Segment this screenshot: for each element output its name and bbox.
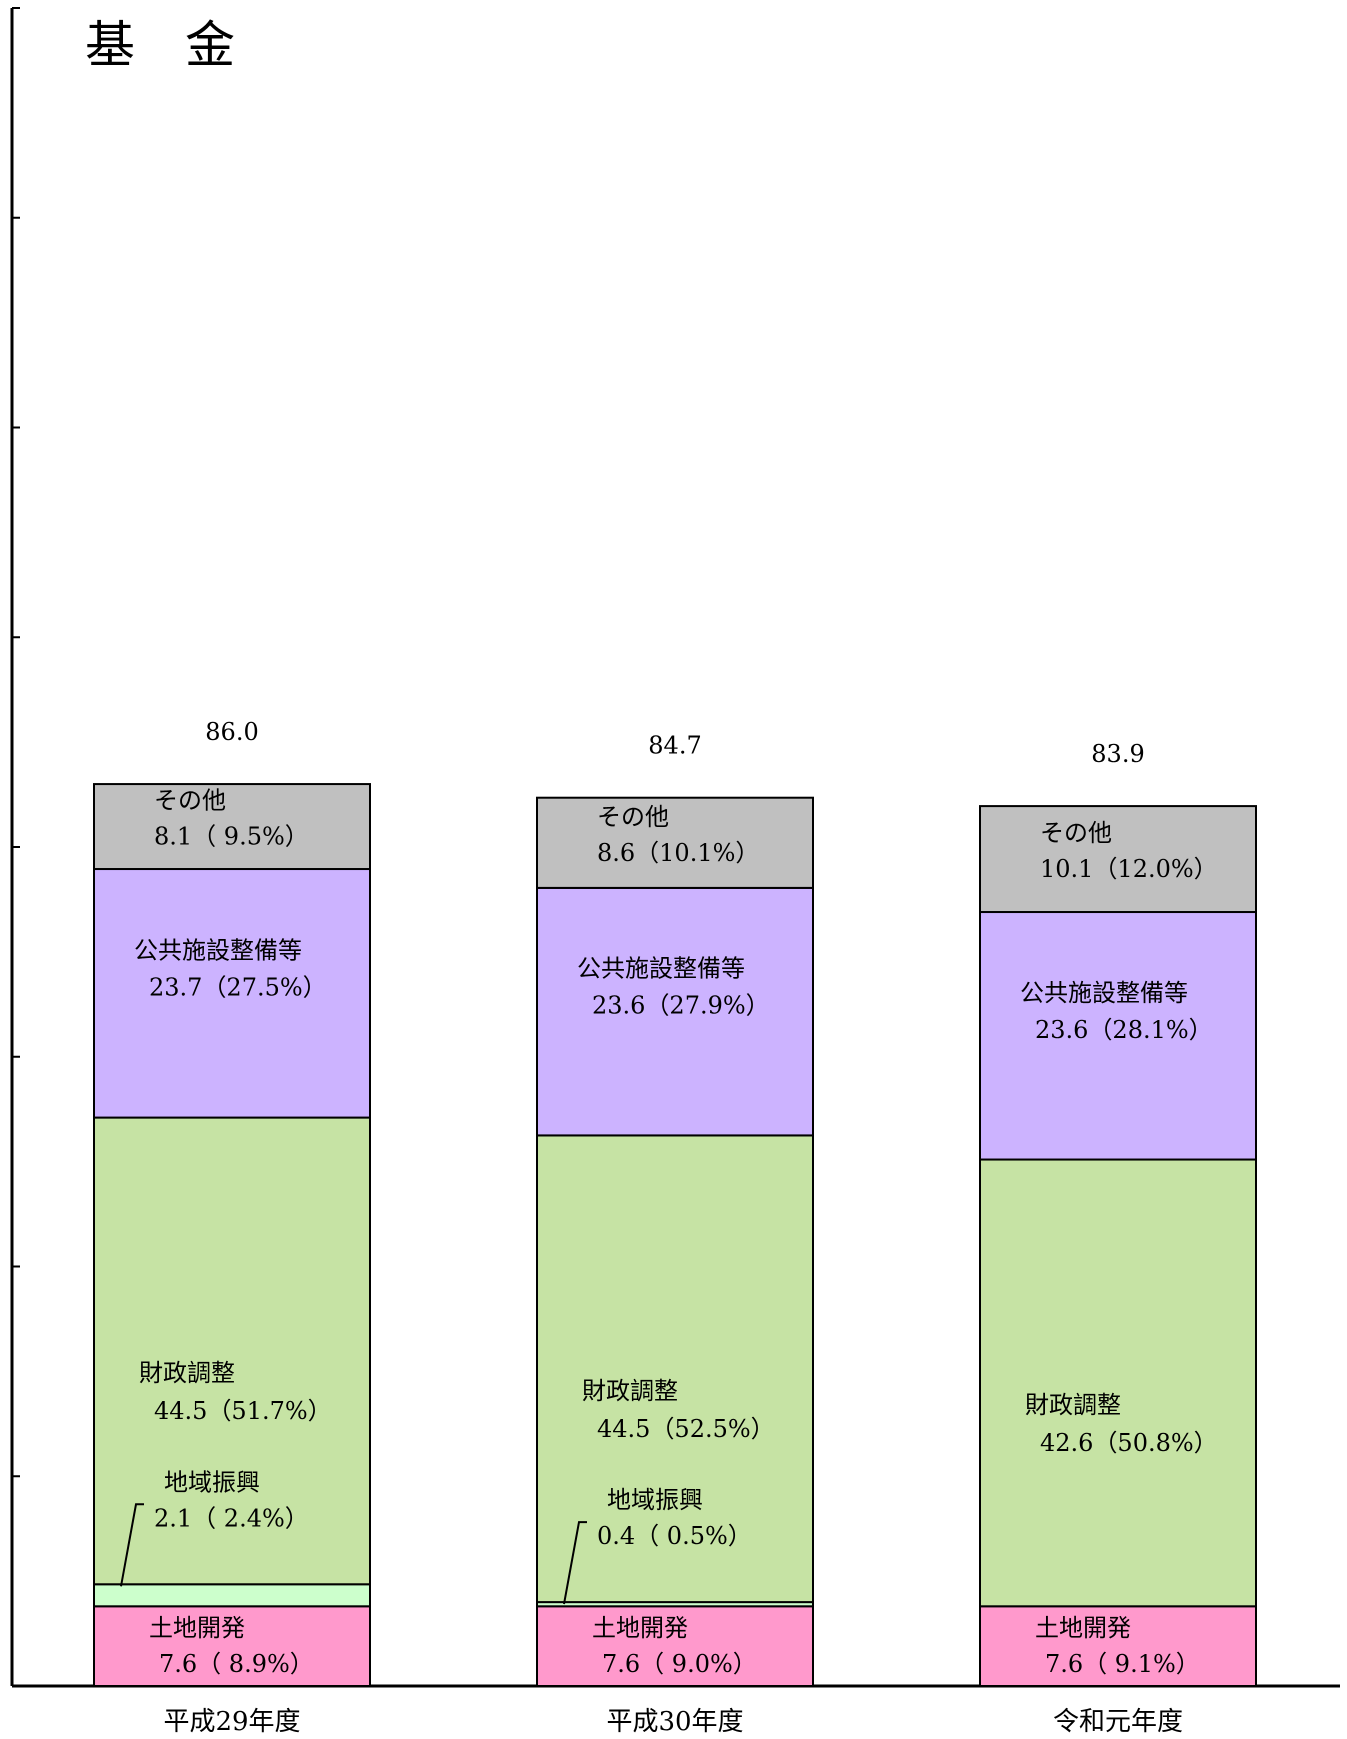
bar-segment	[979, 805, 1257, 914]
segment-name-label: 公共施設整備等	[1020, 979, 1188, 1007]
bar-segment	[93, 1116, 371, 1586]
leader-line	[563, 1521, 587, 1605]
segment-labels: その他 8.1（ 9.5%） 公共施設整備等 23.7（27.5%） 財政調整 44.5（…	[120, 787, 1218, 1678]
segment-value-label: 7.6（ 9.1%）	[1045, 1650, 1200, 1678]
segment-name-label: 土地開発	[149, 1614, 245, 1642]
total-labels: 86.0 84.7 83.9	[205, 718, 1144, 768]
segment-name-label: 財政調整	[139, 1359, 235, 1387]
bar-segment	[536, 796, 814, 889]
leader-line	[120, 1503, 144, 1587]
segment-value-label: 7.6（ 9.0%）	[602, 1650, 757, 1678]
segment-name-label: 公共施設整備等	[134, 936, 302, 964]
segment-value-label: 23.6（28.1%）	[1035, 1016, 1213, 1044]
bar-segment	[979, 911, 1257, 1161]
bar-segment	[536, 1605, 814, 1688]
segment-name-label: 土地開発	[1035, 1614, 1131, 1642]
category-label: 令和元年度	[1053, 1707, 1183, 1737]
segment-value-label: 44.5（51.7%）	[154, 1397, 332, 1425]
segment-value-label: 44.5（52.5%）	[597, 1415, 775, 1443]
bar-segment	[979, 1605, 1257, 1688]
bar-segment	[93, 1605, 371, 1688]
segment-name-label: 財政調整	[1025, 1391, 1121, 1419]
total-value-label: 86.0	[205, 718, 258, 746]
total-value-label: 83.9	[1091, 740, 1144, 768]
segment-value-label: 42.6（50.8%）	[1040, 1429, 1218, 1457]
bar-segment	[93, 783, 371, 871]
segment-value-label: 2.1（ 2.4%）	[154, 1504, 309, 1532]
segment-name-label: 土地開発	[592, 1614, 688, 1642]
total-value-label: 84.7	[648, 732, 701, 760]
bar-segment	[93, 1583, 371, 1608]
bar-segment	[536, 1134, 814, 1604]
segment-value-label: 23.7（27.5%）	[149, 973, 327, 1001]
category-labels: 平成29年度 平成30年度 令和元年度	[163, 1707, 1183, 1737]
segment-name-label: 公共施設整備等	[577, 955, 745, 983]
segment-value-label: 8.1（ 9.5%）	[154, 823, 309, 851]
bars	[93, 783, 1257, 1688]
segment-value-label: 7.6（ 8.9%）	[159, 1650, 314, 1678]
category-label: 平成30年度	[606, 1707, 743, 1737]
segment-value-label: 10.1（12.0%）	[1040, 855, 1218, 883]
segment-value-label: 8.6（10.1%）	[597, 839, 759, 867]
segment-name-label: その他	[154, 787, 226, 815]
segment-name-label: 地域振興	[607, 1486, 703, 1514]
segment-name-label: その他	[1040, 819, 1112, 847]
chart-title: 基 金	[85, 16, 235, 74]
segment-value-label: 23.6（27.9%）	[592, 992, 770, 1020]
segment-value-label: 0.4（ 0.5%）	[597, 1522, 752, 1550]
bar-segment	[93, 868, 371, 1119]
category-label: 平成29年度	[163, 1707, 300, 1737]
segment-name-label: その他	[597, 803, 669, 831]
bar-segment	[979, 1158, 1257, 1608]
segment-name-label: 地域振興	[164, 1468, 260, 1496]
segment-name-label: 財政調整	[582, 1377, 678, 1405]
bar-segment	[536, 886, 814, 1137]
